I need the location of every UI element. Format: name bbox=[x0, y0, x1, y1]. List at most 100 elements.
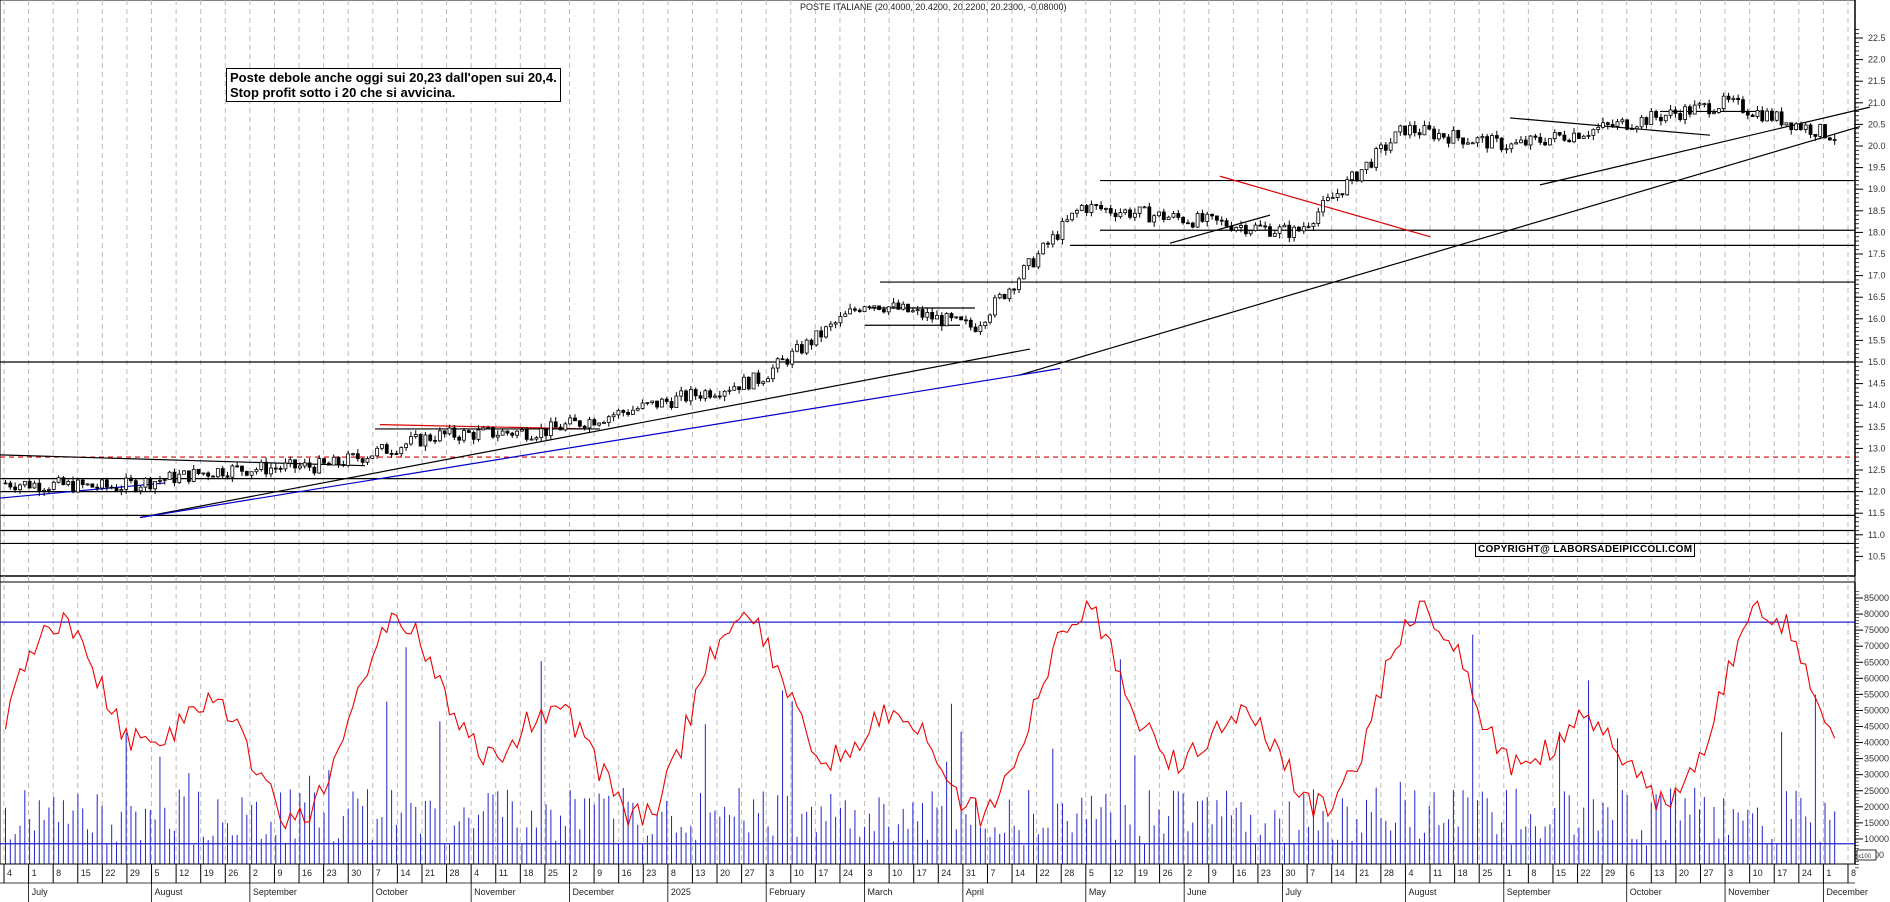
month-label: August bbox=[155, 887, 184, 897]
month-label: 2025 bbox=[671, 887, 691, 897]
date-tick-label: 6 bbox=[1630, 868, 1635, 878]
volume-tick-label: 35000 bbox=[1864, 754, 1889, 764]
volume-tick-label: 75000 bbox=[1864, 625, 1889, 635]
date-tick-label: 12 bbox=[179, 868, 189, 878]
price-tick-label: 22.5 bbox=[1868, 33, 1886, 43]
date-tick-label: 29 bbox=[130, 868, 140, 878]
date-tick-label: 27 bbox=[1703, 868, 1713, 878]
date-tick-label: 16 bbox=[1236, 868, 1246, 878]
date-tick-label: 1 bbox=[32, 868, 37, 878]
volume-tick-label: 85000 bbox=[1864, 593, 1889, 603]
date-tick-label: 5 bbox=[1089, 868, 1094, 878]
date-tick-label: 27 bbox=[745, 868, 755, 878]
price-tick-label: 18.5 bbox=[1868, 206, 1886, 216]
note-line-2: Stop profit sotto i 20 che si avvicina. bbox=[230, 85, 456, 100]
trendline bbox=[1219, 175, 1431, 238]
date-tick-label: 17 bbox=[917, 868, 927, 878]
date-tick-label: 26 bbox=[228, 868, 238, 878]
date-tick-label: 16 bbox=[622, 868, 632, 878]
volume-tick-label: 15000 bbox=[1864, 818, 1889, 828]
date-tick-label: 13 bbox=[695, 868, 705, 878]
volume-tick-label: 80000 bbox=[1864, 609, 1889, 619]
month-label: October bbox=[376, 887, 408, 897]
date-tick-label: 30 bbox=[1286, 868, 1296, 878]
date-tick-label: 28 bbox=[1064, 868, 1074, 878]
date-tick-label: 8 bbox=[56, 868, 61, 878]
volume-tick-label: 30000 bbox=[1864, 770, 1889, 780]
date-tick-label: 17 bbox=[1777, 868, 1787, 878]
date-tick-label: 14 bbox=[1335, 868, 1345, 878]
chart-title: POSTE ITALIANE (20.4000, 20.4200, 20.220… bbox=[800, 2, 1067, 12]
date-tick-label: 12 bbox=[1113, 868, 1123, 878]
date-tick-label: 22 bbox=[1040, 868, 1050, 878]
price-tick-label: 12.0 bbox=[1868, 487, 1886, 497]
price-tick-label: 21.5 bbox=[1868, 76, 1886, 86]
date-tick-label: 26 bbox=[1163, 868, 1173, 878]
price-tick-label: 15.0 bbox=[1868, 357, 1886, 367]
volume-tick-label: 70000 bbox=[1864, 641, 1889, 651]
date-tick-label: 7 bbox=[990, 868, 995, 878]
date-tick-label: 22 bbox=[105, 868, 115, 878]
date-tick-label: 1 bbox=[1826, 868, 1831, 878]
volume-tick-label: 65000 bbox=[1864, 657, 1889, 667]
date-tick-label: 21 bbox=[425, 868, 435, 878]
date-tick-label: 23 bbox=[1261, 868, 1271, 878]
date-tick-label: 19 bbox=[1138, 868, 1148, 878]
date-tick-label: 8 bbox=[1531, 868, 1536, 878]
price-tick-label: 14.5 bbox=[1868, 379, 1886, 389]
month-label: May bbox=[1089, 887, 1107, 897]
price-tick-label: 16.5 bbox=[1868, 292, 1886, 302]
price-tick-label: 19.5 bbox=[1868, 163, 1886, 173]
date-tick-label: 16 bbox=[302, 868, 312, 878]
date-tick-label: 29 bbox=[1605, 868, 1615, 878]
date-tick-label: 31 bbox=[966, 868, 976, 878]
candlesticks bbox=[3, 92, 1837, 497]
month-label: April bbox=[966, 887, 984, 897]
volume-tick-label: 25000 bbox=[1864, 786, 1889, 796]
trendline bbox=[1019, 125, 1861, 376]
date-tick-label: 10 bbox=[794, 868, 804, 878]
volume-axis: 85000 80000 75000 70000 65000 60000 55000 50000… bbox=[1854, 582, 1889, 869]
price-tick-label: 16.0 bbox=[1868, 314, 1886, 324]
volume-tick-label: 45000 bbox=[1864, 722, 1889, 732]
date-tick-label: 9 bbox=[1212, 868, 1217, 878]
price-axis: 22.5 22.0 21.5 21.0 20.5 20.0 19.5 19.0 18.5 18.0… bbox=[1854, 0, 1886, 576]
date-tick-label: 3 bbox=[1728, 868, 1733, 878]
month-label: September bbox=[1507, 887, 1551, 897]
volume-tick-label: 20000 bbox=[1864, 802, 1889, 812]
date-tick-label: 30 bbox=[351, 868, 361, 878]
plot-frame bbox=[0, 0, 1856, 865]
month-label: March bbox=[868, 887, 893, 897]
price-tick-label: 17.0 bbox=[1868, 271, 1886, 281]
date-tick-label: 24 bbox=[843, 868, 853, 878]
price-tick-label: 18.0 bbox=[1868, 227, 1886, 237]
price-tick-label: 19.0 bbox=[1868, 184, 1886, 194]
month-label: July bbox=[1286, 887, 1303, 897]
date-tick-label: 20 bbox=[720, 868, 730, 878]
month-label: June bbox=[1187, 887, 1207, 897]
month-label: February bbox=[769, 887, 806, 897]
date-tick-label: 8 bbox=[1851, 868, 1856, 878]
price-tick-label: 20.5 bbox=[1868, 119, 1886, 129]
price-tick-label: 12.5 bbox=[1868, 465, 1886, 475]
price-tick-label: 13.5 bbox=[1868, 422, 1886, 432]
date-tick-label: 18 bbox=[1458, 868, 1468, 878]
price-tick-label: 21.0 bbox=[1868, 98, 1886, 108]
month-label: November bbox=[474, 887, 516, 897]
month-label: July bbox=[32, 887, 49, 897]
date-tick-label: 2 bbox=[1187, 868, 1192, 878]
date-tick-label: 10 bbox=[1753, 868, 1763, 878]
date-tick-label: 13 bbox=[1654, 868, 1664, 878]
price-tick-label: 10.5 bbox=[1868, 551, 1886, 561]
date-tick-label: 25 bbox=[1482, 868, 1492, 878]
date-tick-label: 10 bbox=[892, 868, 902, 878]
date-tick-label: 4 bbox=[1408, 868, 1413, 878]
date-tick-label: 11 bbox=[1433, 868, 1442, 878]
date-tick-label: 18 bbox=[523, 868, 533, 878]
date-tick-label: 17 bbox=[818, 868, 828, 878]
date-tick-label: 4 bbox=[7, 868, 12, 878]
date-tick-label: 23 bbox=[327, 868, 337, 878]
volume-bars bbox=[5, 634, 1836, 864]
volume-tick-label: 10000 bbox=[1864, 834, 1889, 844]
